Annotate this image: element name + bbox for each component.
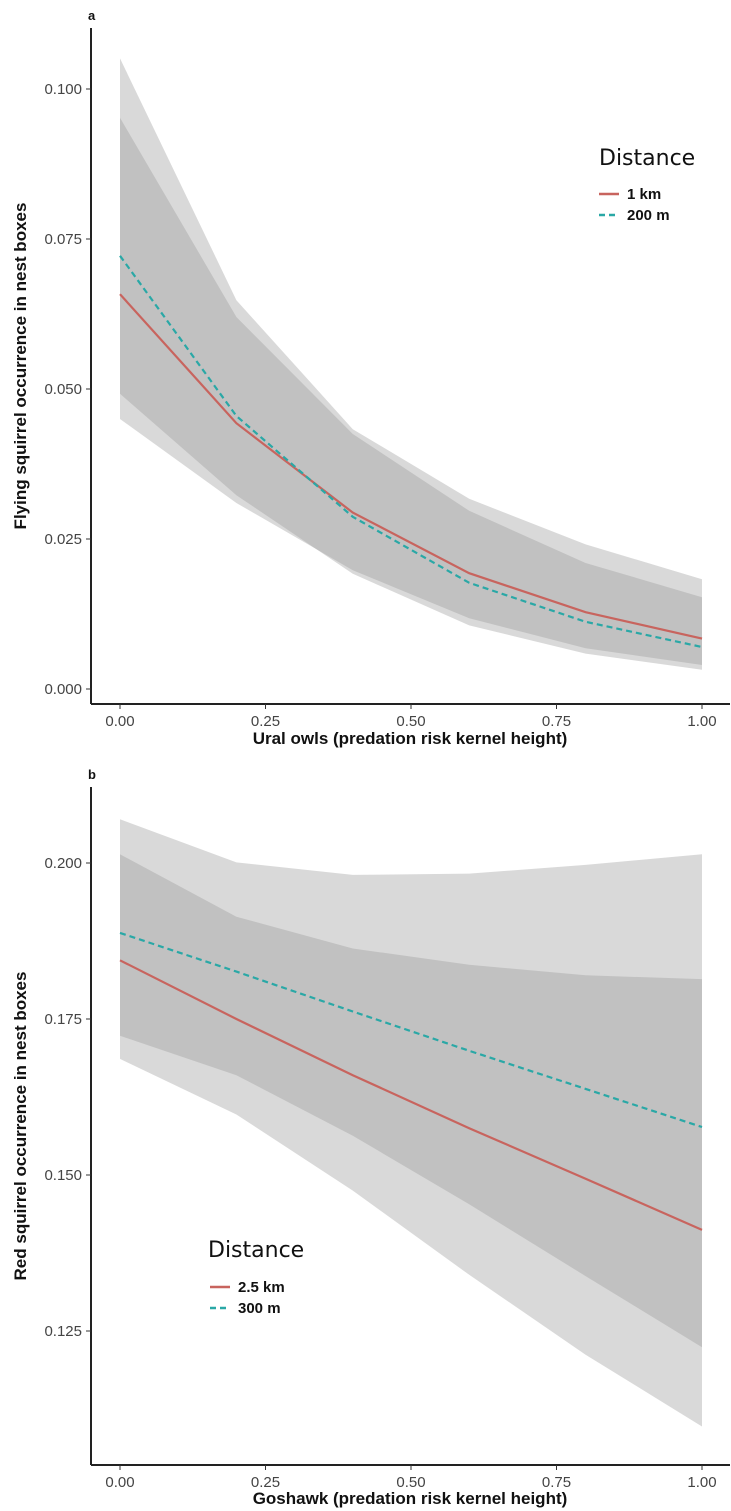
panel-letter-b: b (88, 767, 96, 782)
panel-a: a 0.00 0.25 0.50 0.75 1.00 0.0000.0250.0500.… (11, 8, 730, 748)
legend-label-200m: 200 m (627, 207, 670, 224)
ci-band-200-m (120, 58, 702, 670)
x-tick-label: 0.25 (251, 713, 280, 730)
x-tick-label: 0.25 (251, 1474, 280, 1491)
series-line-200-m (119, 255, 703, 649)
y-tick-label: 0.075 (44, 231, 82, 248)
confidence-bands-b (120, 819, 702, 1427)
y-tick-label: 0.125 (44, 1323, 82, 1340)
series-lines-b (119, 931, 703, 1231)
series-lines-a (119, 255, 703, 649)
x-ticks-a: 0.00 0.25 0.50 0.75 1.00 (105, 704, 717, 730)
x-tick-label: 0.00 (105, 713, 134, 730)
series-line-2-5-km (119, 959, 703, 1231)
series-line-1-km (119, 293, 703, 640)
legend-label-1km: 1 km (627, 186, 661, 203)
legend-title-a: Distance (599, 146, 695, 171)
y-ticks-b: 0.125 0.150 0.175 0.200 (44, 855, 91, 1340)
y-tick-label: 0.000 (44, 681, 82, 698)
confidence-bands-a (120, 58, 702, 670)
y-tick-label: 0.100 (44, 81, 82, 98)
x-tick-label: 0.75 (542, 713, 571, 730)
y-tick-label: 0.175 (44, 1011, 82, 1028)
x-tick-label: 0.50 (396, 1474, 425, 1491)
x-tick-label: 0.00 (105, 1474, 134, 1491)
x-tick-label: 1.00 (687, 1474, 716, 1491)
panel-letter-a: a (88, 8, 96, 23)
y-tick-label: 0.200 (44, 855, 82, 872)
x-tick-label: 0.75 (542, 1474, 571, 1491)
ci-band-1-km (120, 117, 702, 666)
legend-title-b: Distance (208, 1238, 304, 1263)
legend-label-300m: 300 m (238, 1300, 281, 1317)
y-axis-title-a: Flying squirrel occurrence in nest boxes (11, 203, 30, 530)
legend-label-2-5km: 2.5 km (238, 1279, 285, 1296)
y-tick-label: 0.025 (44, 531, 82, 548)
ci-band-300-m (120, 819, 702, 1348)
x-ticks-b: 0.00 0.25 0.50 0.75 1.00 (105, 1465, 717, 1491)
legend-b: Distance 2.5 km 300 m (208, 1238, 304, 1317)
y-axis-title-b: Red squirrel occurrence in nest boxes (11, 972, 30, 1281)
series-line-300-m (119, 931, 703, 1129)
x-axis-title-a: Ural owls (predation risk kernel height) (253, 729, 568, 748)
ci-band-2-5-km (120, 854, 702, 1427)
x-axis-title-b: Goshawk (predation risk kernel height) (253, 1489, 568, 1508)
y-ticks-a: 0.000 0.025 0.050 0.075 0.100 (44, 81, 91, 698)
panel-b: b 0.00 0.25 0.50 0.75 1.00 0.1250.1500.1750.… (11, 767, 730, 1508)
x-tick-label: 1.00 (687, 713, 716, 730)
legend-a: Distance 1 km 200 m (599, 146, 695, 224)
y-tick-label: 0.050 (44, 381, 82, 398)
x-tick-label: 0.50 (396, 713, 425, 730)
y-tick-label: 0.150 (44, 1167, 82, 1184)
